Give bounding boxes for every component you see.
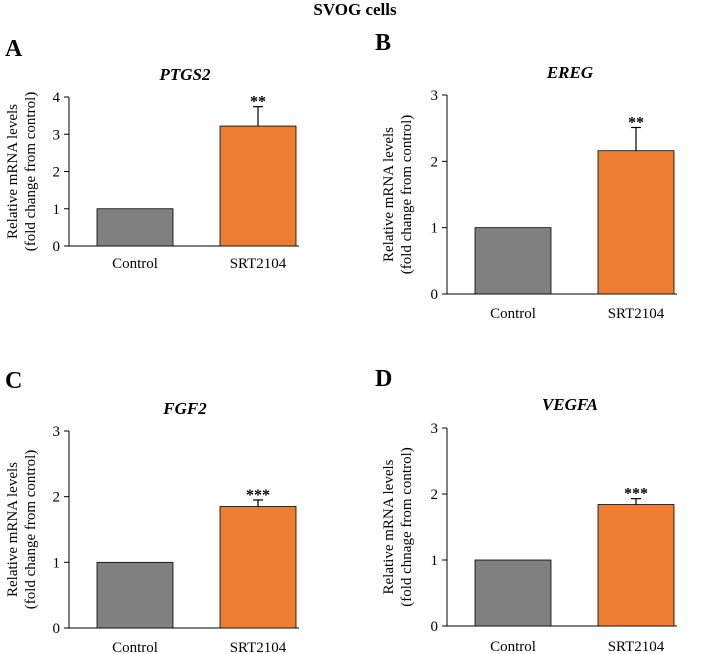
x-category-label: Control — [490, 639, 536, 654]
panel-letter: A — [5, 36, 23, 62]
chart-panel-d: D VEGFA Relative mRNA levels (fold chnage f… — [375, 366, 677, 654]
x-category-label: Control — [112, 256, 158, 272]
y-tick-label: 1 — [431, 553, 439, 569]
bar-control — [474, 227, 552, 295]
x-category-label: SRT2104 — [608, 639, 665, 654]
bar-srt2104 — [219, 125, 297, 247]
y-axis-label-line: Relative mRNA levels — [381, 127, 397, 262]
y-axis-label-line: Relative mRNA levels — [5, 104, 21, 239]
bar-control — [474, 559, 552, 627]
y-axis-label-line: (fold chnage from control) — [399, 447, 415, 607]
y-tick-label: 0 — [53, 239, 61, 255]
y-axis-label-line: (fold change from control) — [23, 450, 39, 610]
figure-title: SVOG cells — [313, 0, 397, 19]
chart-panel-b: B EREG Relative mRNA levels (fold change fr… — [375, 30, 677, 322]
y-tick-label: 0 — [53, 621, 61, 637]
y-tick-label: 3 — [431, 421, 439, 437]
panel-letter: B — [375, 30, 391, 56]
y-axis-label: Relative mRNA levels (fold chnage from co… — [381, 447, 415, 607]
significance-label: *** — [246, 487, 270, 504]
significance-label: ** — [628, 115, 644, 132]
y-tick-label: 1 — [53, 202, 61, 218]
y-tick-label: 3 — [53, 424, 61, 440]
y-tick-label: 3 — [53, 127, 61, 143]
bar-srt2104 — [597, 504, 675, 627]
x-category-label: SRT2104 — [608, 306, 665, 322]
y-axis-label: Relative mRNA levels (fold change from co… — [5, 92, 39, 252]
y-tick-label: 4 — [53, 90, 61, 106]
y-axis-label-line: Relative mRNA levels — [381, 459, 397, 594]
panel-title: FGF2 — [162, 399, 207, 418]
chart-panel-a: A PTGS2 Relative mRNA levels (fold change f… — [5, 36, 299, 272]
significance-label: ** — [250, 94, 266, 111]
y-axis-label-line: (fold change from control) — [399, 115, 415, 275]
y-axis-label: Relative mRNA levels (fold change from co… — [5, 450, 39, 610]
y-tick-label: 2 — [431, 487, 439, 503]
chart-panel-c: C FGF2 Relative mRNA levels (fold change fr… — [5, 368, 299, 654]
y-tick-label: 3 — [431, 88, 439, 104]
x-category-label: SRT2104 — [230, 640, 287, 654]
bar-srt2104 — [219, 506, 297, 629]
y-tick-label: 1 — [431, 221, 439, 237]
y-axis-label: Relative mRNA levels (fold change from co… — [381, 115, 415, 275]
panel-title: PTGS2 — [159, 65, 212, 84]
panel-letter: C — [5, 368, 22, 394]
y-tick-label: 0 — [431, 287, 439, 303]
panel-title: VEGFA — [542, 395, 598, 414]
y-tick-label: 1 — [53, 555, 61, 571]
y-axis-label-line: (fold change from control) — [23, 92, 39, 252]
x-category-label: Control — [490, 306, 536, 322]
y-tick-label: 2 — [53, 490, 61, 506]
y-tick-label: 2 — [53, 165, 61, 181]
bar-control — [96, 561, 174, 629]
panel-letter: D — [375, 366, 392, 392]
y-tick-label: 2 — [431, 154, 439, 170]
significance-label: *** — [624, 486, 648, 503]
x-category-label: Control — [112, 640, 158, 654]
y-tick-label: 0 — [431, 619, 439, 635]
panel-title: EREG — [546, 63, 594, 82]
bar-control — [96, 208, 174, 247]
y-axis-label-line: Relative mRNA levels — [5, 462, 21, 597]
x-category-label: SRT2104 — [230, 256, 287, 272]
bar-srt2104 — [597, 150, 675, 295]
